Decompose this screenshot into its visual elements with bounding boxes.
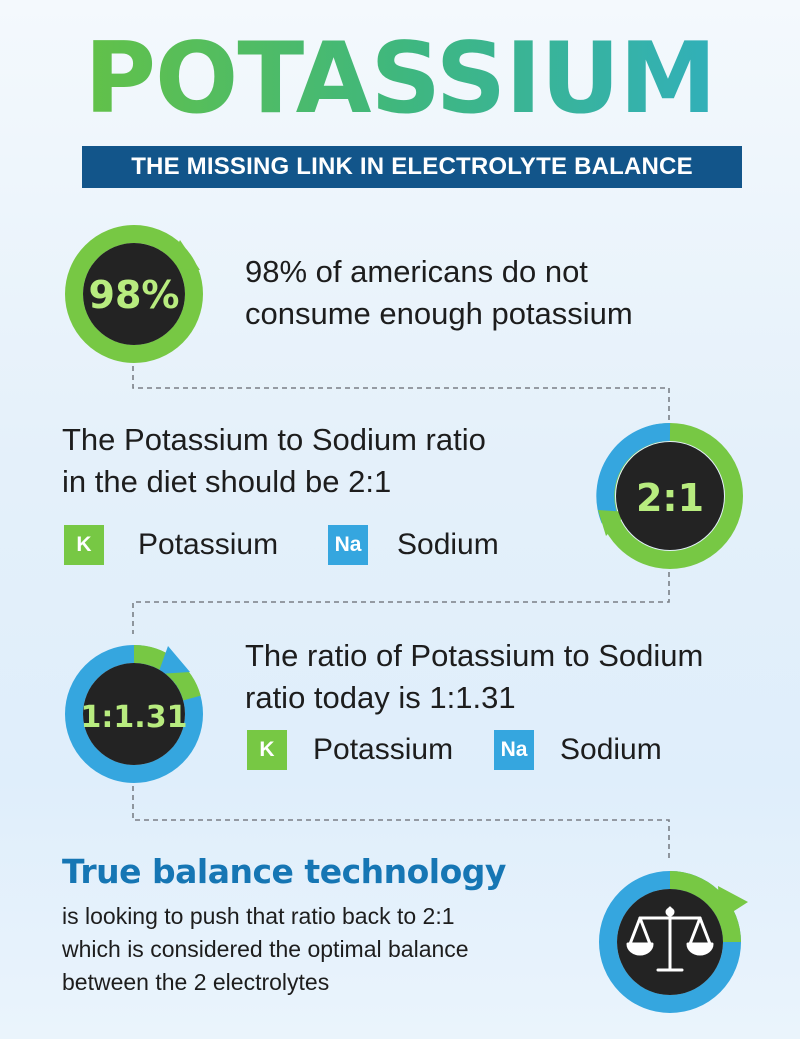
scale-icon: [626, 906, 714, 972]
balance-line-1: is looking to push that ratio back to 2:…: [62, 903, 455, 929]
badge-98-percent: 98%: [65, 225, 203, 363]
today-line-1: The ratio of Potassium to Sodium: [245, 638, 704, 673]
page-title: POTASSIUM: [0, 24, 800, 134]
potassium-legend-label: Potassium: [313, 733, 454, 766]
badge-value: 2:1: [636, 476, 704, 520]
sodium-legend-box: Na: [494, 730, 534, 770]
balance-line-2: which is considered the optimal balance: [62, 936, 469, 962]
badge-scale: [599, 871, 748, 1013]
badge-value: 98%: [89, 273, 180, 317]
potassium-legend-box: K: [247, 730, 287, 770]
sodium-legend-label: Sodium: [560, 733, 662, 766]
ratio-line-2: in the diet should be 2:1: [62, 464, 392, 499]
stat-line-2: consume enough potassium: [245, 296, 633, 331]
ratio-line-1: The Potassium to Sodium ratio: [62, 422, 486, 457]
headline-true-balance: True balance technology: [62, 852, 506, 891]
badge-2-to-1: 2:1: [596, 422, 743, 569]
badge-1-to-1-31: 1:1.31: [65, 644, 203, 783]
potassium-legend-label: Potassium: [138, 528, 279, 561]
stat-line-1: 98% of americans do not: [245, 254, 588, 289]
today-line-2: ratio today is 1:1.31: [245, 680, 516, 715]
potassium-legend-box: K: [64, 525, 104, 565]
sodium-legend-label: Sodium: [397, 528, 499, 561]
sodium-legend-box: Na: [328, 525, 368, 565]
balance-line-3: between the 2 electrolytes: [62, 969, 330, 995]
subtitle-banner: THE MISSING LINK IN ELECTROLYTE BALANCE: [82, 146, 742, 188]
badge-value: 1:1.31: [81, 700, 188, 735]
